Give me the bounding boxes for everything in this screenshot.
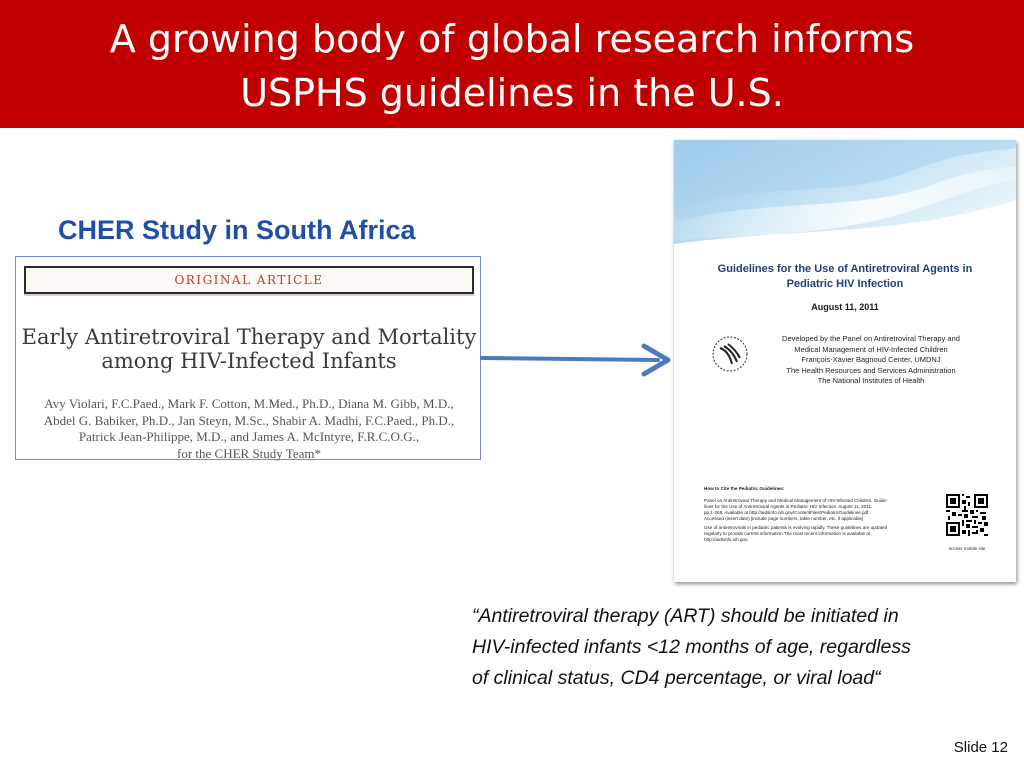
qr-caption: access mobile site [948, 546, 986, 551]
article-type-label: ORIGINAL ARTICLE [174, 273, 324, 287]
title-bar: A growing body of global research inform… [0, 0, 1024, 128]
article-authors: Avy Violari, F.C.Paed., Mark F. Cotton, … [16, 396, 482, 462]
cover-wave-graphic [674, 140, 1016, 250]
article-title-line-2: among HIV-Infected Infants [101, 349, 397, 373]
article-excerpt-image: ORIGINAL ARTICLE Early Antiretroviral Th… [15, 256, 482, 462]
citation-line-4: Accessed (insert date) [include page num… [704, 516, 864, 521]
developer-line-2: Medical Management of HIV-Infected Child… [794, 344, 948, 354]
guideline-quote: “Antiretroviral therapy (ART) should be … [472, 601, 1012, 694]
note-line-1: Use of antiretrovirals in pediatric pati… [704, 525, 888, 530]
citation-block: How to Cite the Pediatric Guidelines: Pa… [704, 486, 932, 546]
quote-line-1: “Antiretroviral therapy (ART) should be … [472, 605, 899, 627]
citation-line-3: pp 1-268. Available at http://aidsinfo.n… [704, 510, 870, 515]
hhs-eagle-logo-icon [712, 336, 748, 372]
guidelines-title: Guidelines for the Use of Antiretroviral… [694, 262, 996, 292]
developer-line-4: The Health Resources and Services Admini… [786, 365, 956, 375]
slide-title-line-2: USPHS guidelines in the U.S. [240, 71, 784, 115]
guidelines-title-line-1: Guidelines for the Use of Antiretroviral… [717, 263, 973, 275]
author-line-2: Abdel G. Babiker, Ph.D., Jan Steyn, M.Sc… [43, 412, 455, 428]
developer-line-1: Developed by the Panel on Antiretroviral… [782, 334, 960, 343]
study-subheading: CHER Study in South Africa [58, 215, 416, 245]
citation-line-2: lines for the Use of Antiretroviral Agen… [704, 504, 873, 509]
note-line-2: regularly to provide current information… [704, 531, 871, 536]
citation-text: Panel on Antiretroviral Therapy and Medi… [704, 498, 932, 522]
guidelines-title-line-2: Pediatric HIV Infection [786, 278, 904, 290]
citation-line-1: Panel on Antiretroviral Therapy and Medi… [704, 498, 888, 503]
quote-line-3: of clinical status, CD4 percentage, or v… [472, 667, 881, 689]
citation-heading: How to Cite the Pediatric Guidelines: [704, 486, 785, 491]
guidelines-developers: Developed by the Panel on Antiretroviral… [752, 334, 990, 387]
author-line-1: Avy Violari, F.C.Paed., Mark F. Cotton, … [44, 396, 454, 411]
guidelines-cover-image: Guidelines for the Use of Antiretroviral… [674, 140, 1016, 582]
update-note: Use of antiretrovirals in pediatric pati… [704, 525, 932, 543]
developer-line-3: François-Xavier Bagnoud Center, UMDNJ [801, 355, 941, 364]
developer-line-5: The National Institutes of Health [817, 376, 925, 385]
note-line-3: http://aidsinfo.nih.gov. [704, 537, 749, 542]
guidelines-date: August 11, 2011 [811, 302, 879, 312]
slide-number: Slide 12 [953, 739, 1008, 756]
article-title-line-1: Early Antiretroviral Therapy and Mortali… [21, 325, 477, 349]
right-arrow-icon [480, 343, 671, 377]
slide-title-line-1: A growing body of global research inform… [109, 17, 915, 61]
article-title: Early Antiretroviral Therapy and Mortali… [16, 325, 482, 373]
author-line-3: Patrick Jean-Philippe, M.D., and James A… [78, 429, 420, 444]
author-line-4: for the CHER Study Team* [176, 445, 321, 461]
qr-code-icon [946, 494, 988, 536]
quote-line-2: HIV-infected infants <12 months of age, … [472, 636, 911, 658]
article-header-box: ORIGINAL ARTICLE [24, 266, 474, 294]
